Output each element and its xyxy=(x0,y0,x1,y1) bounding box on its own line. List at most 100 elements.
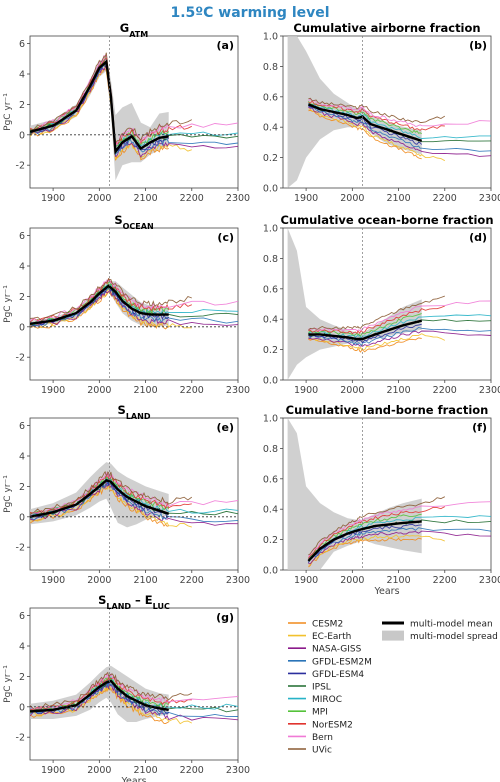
x-tick-label: 2000 xyxy=(340,575,364,586)
series-line-uvic xyxy=(30,470,193,515)
series-line-gfdl-esm4 xyxy=(307,524,422,564)
panel-label: (g) xyxy=(216,611,234,624)
x-tick-label: 2100 xyxy=(133,765,157,776)
series-line-uvic xyxy=(30,277,192,322)
y-axis-label: PgC yr⁻¹ xyxy=(3,475,13,513)
panel-label: (e) xyxy=(216,421,234,434)
mean-line xyxy=(30,284,169,325)
x-tick-label: 1900 xyxy=(294,385,318,396)
y-tick-label: 0.4 xyxy=(263,505,278,516)
x-tick-label: 1900 xyxy=(41,765,65,776)
x-tick-label: 2200 xyxy=(433,385,457,396)
y-tick-label: 1.0 xyxy=(263,224,278,235)
plot-marks xyxy=(30,665,238,725)
y-tick-label: 6 xyxy=(19,421,25,432)
y-tick-label: 2 xyxy=(19,482,25,493)
x-tick-label: 2000 xyxy=(87,765,111,776)
y-tick-label: -2 xyxy=(16,161,25,172)
y-tick-label: -2 xyxy=(16,353,25,364)
y-tick-label: 0.0 xyxy=(263,566,278,577)
series-line-nasa-giss xyxy=(308,330,491,347)
panel-title: Cumulative land-borne fraction xyxy=(286,403,489,417)
panel-b: 1900 2000 2100 2200 2300 0.0 0.2 0.4 0.6 0.8 1.0 (b… xyxy=(263,21,500,204)
panel-label: (c) xyxy=(217,231,234,244)
panel-title: SLAND – ELUC xyxy=(98,593,170,611)
y-tick-label: 0.6 xyxy=(263,284,278,295)
x-tick-label: 2000 xyxy=(340,193,364,204)
series-line-ec-earth xyxy=(30,484,192,528)
x-tick-label: 2300 xyxy=(226,575,250,586)
legend-label: EC-Earth xyxy=(312,632,351,642)
panel-label: (d) xyxy=(469,231,487,244)
y-axis-label: PgC yr⁻¹ xyxy=(3,93,13,131)
y-tick-label: 0 xyxy=(19,130,25,141)
x-tick-label: 2200 xyxy=(180,385,204,396)
spread-band xyxy=(287,418,422,570)
panel-label: (a) xyxy=(217,39,234,52)
y-tick-label: 0.8 xyxy=(263,62,278,73)
panel-f: 1900 2000 2100 2200 2300 0.0 0.2 0.4 0.6 0.8 1.0 (f… xyxy=(263,403,500,597)
mean-line xyxy=(30,679,169,713)
series-line-nasa-giss xyxy=(308,106,491,157)
y-tick-label: 6 xyxy=(19,611,25,622)
panel-title: Cumulative ocean-borne fraction xyxy=(280,213,493,227)
plot-marks xyxy=(30,277,238,330)
legend-label: UVic xyxy=(312,746,332,756)
legend: CESM2 EC-Earth NASA-GISS GFDL-ESM2M GFDL-ESM… xyxy=(288,620,498,756)
y-tick-label: 0 xyxy=(19,322,25,333)
series-line-uvic xyxy=(308,97,446,123)
plot-marks xyxy=(30,52,238,181)
y-tick-label: 0.2 xyxy=(263,535,278,546)
x-tick-label: 2100 xyxy=(133,193,157,204)
legend-label: GFDL-ESM2M xyxy=(312,657,372,667)
x-tick-label: 2200 xyxy=(433,193,457,204)
legend-label: GFDL-ESM4 xyxy=(312,670,364,680)
series-line-uvic xyxy=(30,671,192,710)
x-tick-label: 2000 xyxy=(87,385,111,396)
panel-c: 1900 2000 2100 2200 2300 -2 0 2 4 6 (c) SOCEAN PgC y… xyxy=(3,213,250,396)
spread-band xyxy=(287,228,422,380)
x-tick-label: 2000 xyxy=(87,575,111,586)
x-tick-label: 2000 xyxy=(340,385,364,396)
series-line-nasa-giss xyxy=(308,530,491,565)
y-tick-label: 4 xyxy=(19,452,25,463)
y-tick-label: 4 xyxy=(19,70,25,81)
x-tick-label: 2300 xyxy=(226,193,250,204)
mean-line xyxy=(30,478,170,518)
y-tick-label: 0.4 xyxy=(263,315,278,326)
mean-line xyxy=(307,520,422,562)
x-tick-label: 1900 xyxy=(41,385,65,396)
x-tick-label: 1900 xyxy=(41,575,65,586)
x-tick-label: 2300 xyxy=(479,385,500,396)
legend-label-mean: multi-model mean xyxy=(410,620,493,630)
y-tick-label: 0 xyxy=(19,512,25,523)
x-tick-label: 2200 xyxy=(180,765,204,776)
series-line-bern xyxy=(30,279,238,322)
y-tick-label: 1.0 xyxy=(263,414,278,425)
x-tick-label: 1900 xyxy=(41,193,65,204)
plot-marks xyxy=(30,462,238,528)
y-axis-label: PgC yr⁻¹ xyxy=(3,665,13,703)
x-tick-label: 2300 xyxy=(226,765,250,776)
series-line-ec-earth xyxy=(30,685,193,725)
x-tick-label: 2200 xyxy=(180,193,204,204)
y-tick-label: -2 xyxy=(16,733,25,744)
mean-line xyxy=(308,319,422,341)
series-line-bern xyxy=(308,501,491,558)
y-tick-label: 6 xyxy=(19,231,25,242)
y-tick-label: 0.6 xyxy=(263,474,278,485)
x-tick-label: 2100 xyxy=(386,193,410,204)
plot-area xyxy=(282,227,492,381)
y-tick-label: 1.0 xyxy=(263,32,278,43)
y-tick-label: 4 xyxy=(19,642,25,653)
series-line-gfdl-esm2m xyxy=(308,105,491,152)
panel-d: 1900 2000 2100 2200 2300 0.0 0.2 0.4 0.6 0.8 1.0 (d… xyxy=(263,213,500,396)
x-tick-label: 2100 xyxy=(386,385,410,396)
mean-line xyxy=(30,59,169,155)
x-axis-label: Years xyxy=(120,776,146,782)
legend-label: Bern xyxy=(312,733,333,743)
y-tick-label: 2 xyxy=(19,100,25,111)
series-line-bern xyxy=(308,98,491,127)
x-tick-label: 2300 xyxy=(226,385,250,396)
